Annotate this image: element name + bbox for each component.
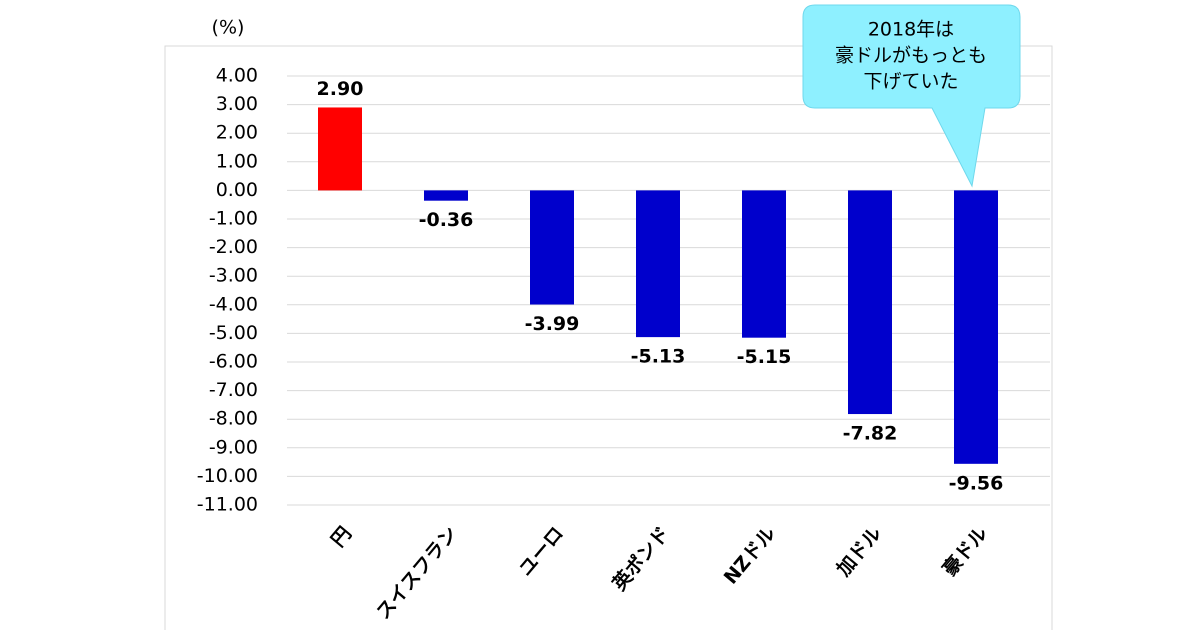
annotation-line: 下げていた bbox=[863, 71, 958, 93]
bar bbox=[742, 190, 786, 338]
x-tick-label: NZドル bbox=[720, 523, 780, 589]
y-tick-label: -11.00 bbox=[197, 494, 258, 516]
bar bbox=[424, 190, 468, 201]
y-tick-label: -9.00 bbox=[209, 436, 258, 458]
unit-label: (%) bbox=[212, 17, 245, 39]
x-tick-label: 豪ドル bbox=[938, 522, 992, 580]
y-tick-label: 3.00 bbox=[216, 93, 258, 115]
x-tick-label: 円 bbox=[327, 523, 356, 552]
bar bbox=[954, 190, 998, 464]
value-label: -5.13 bbox=[631, 346, 686, 368]
value-label: -7.82 bbox=[843, 423, 898, 445]
value-label: -0.36 bbox=[419, 209, 474, 231]
value-label: -9.56 bbox=[949, 472, 1004, 494]
x-tick-label: 英ポンド bbox=[608, 522, 674, 595]
y-tick-label: -2.00 bbox=[209, 236, 258, 258]
y-tick-label: 4.00 bbox=[216, 65, 258, 87]
callout bbox=[802, 4, 1021, 188]
y-tick-label: 0.00 bbox=[216, 179, 258, 201]
y-tick-label: -7.00 bbox=[209, 379, 258, 401]
y-tick-label: 2.00 bbox=[216, 122, 258, 144]
bar bbox=[636, 190, 680, 338]
x-tick-label: 加ドル bbox=[832, 523, 886, 582]
y-tick-label: -6.00 bbox=[209, 351, 258, 373]
value-label: -3.99 bbox=[525, 313, 580, 335]
y-tick-label: 1.00 bbox=[216, 150, 258, 172]
bar bbox=[318, 107, 362, 191]
y-tick-label: -8.00 bbox=[209, 408, 258, 430]
chart-frame bbox=[164, 45, 1053, 630]
y-tick-label: -3.00 bbox=[209, 265, 258, 287]
x-tick-label: ユーロ bbox=[515, 523, 569, 581]
bar bbox=[848, 190, 892, 415]
y-tick-label: -4.00 bbox=[209, 293, 258, 315]
x-tick-label: スイスフラン bbox=[372, 523, 462, 624]
y-tick-label: -5.00 bbox=[209, 322, 258, 344]
annotation-line: 2018年は bbox=[868, 19, 954, 41]
annotation-line: 豪ドルがもっとも bbox=[835, 45, 987, 67]
bar bbox=[530, 190, 574, 305]
y-tick-label: -1.00 bbox=[209, 208, 258, 230]
value-label: -5.15 bbox=[737, 346, 792, 368]
value-label: 2.90 bbox=[317, 78, 364, 100]
y-tick-label: -10.00 bbox=[197, 465, 258, 487]
